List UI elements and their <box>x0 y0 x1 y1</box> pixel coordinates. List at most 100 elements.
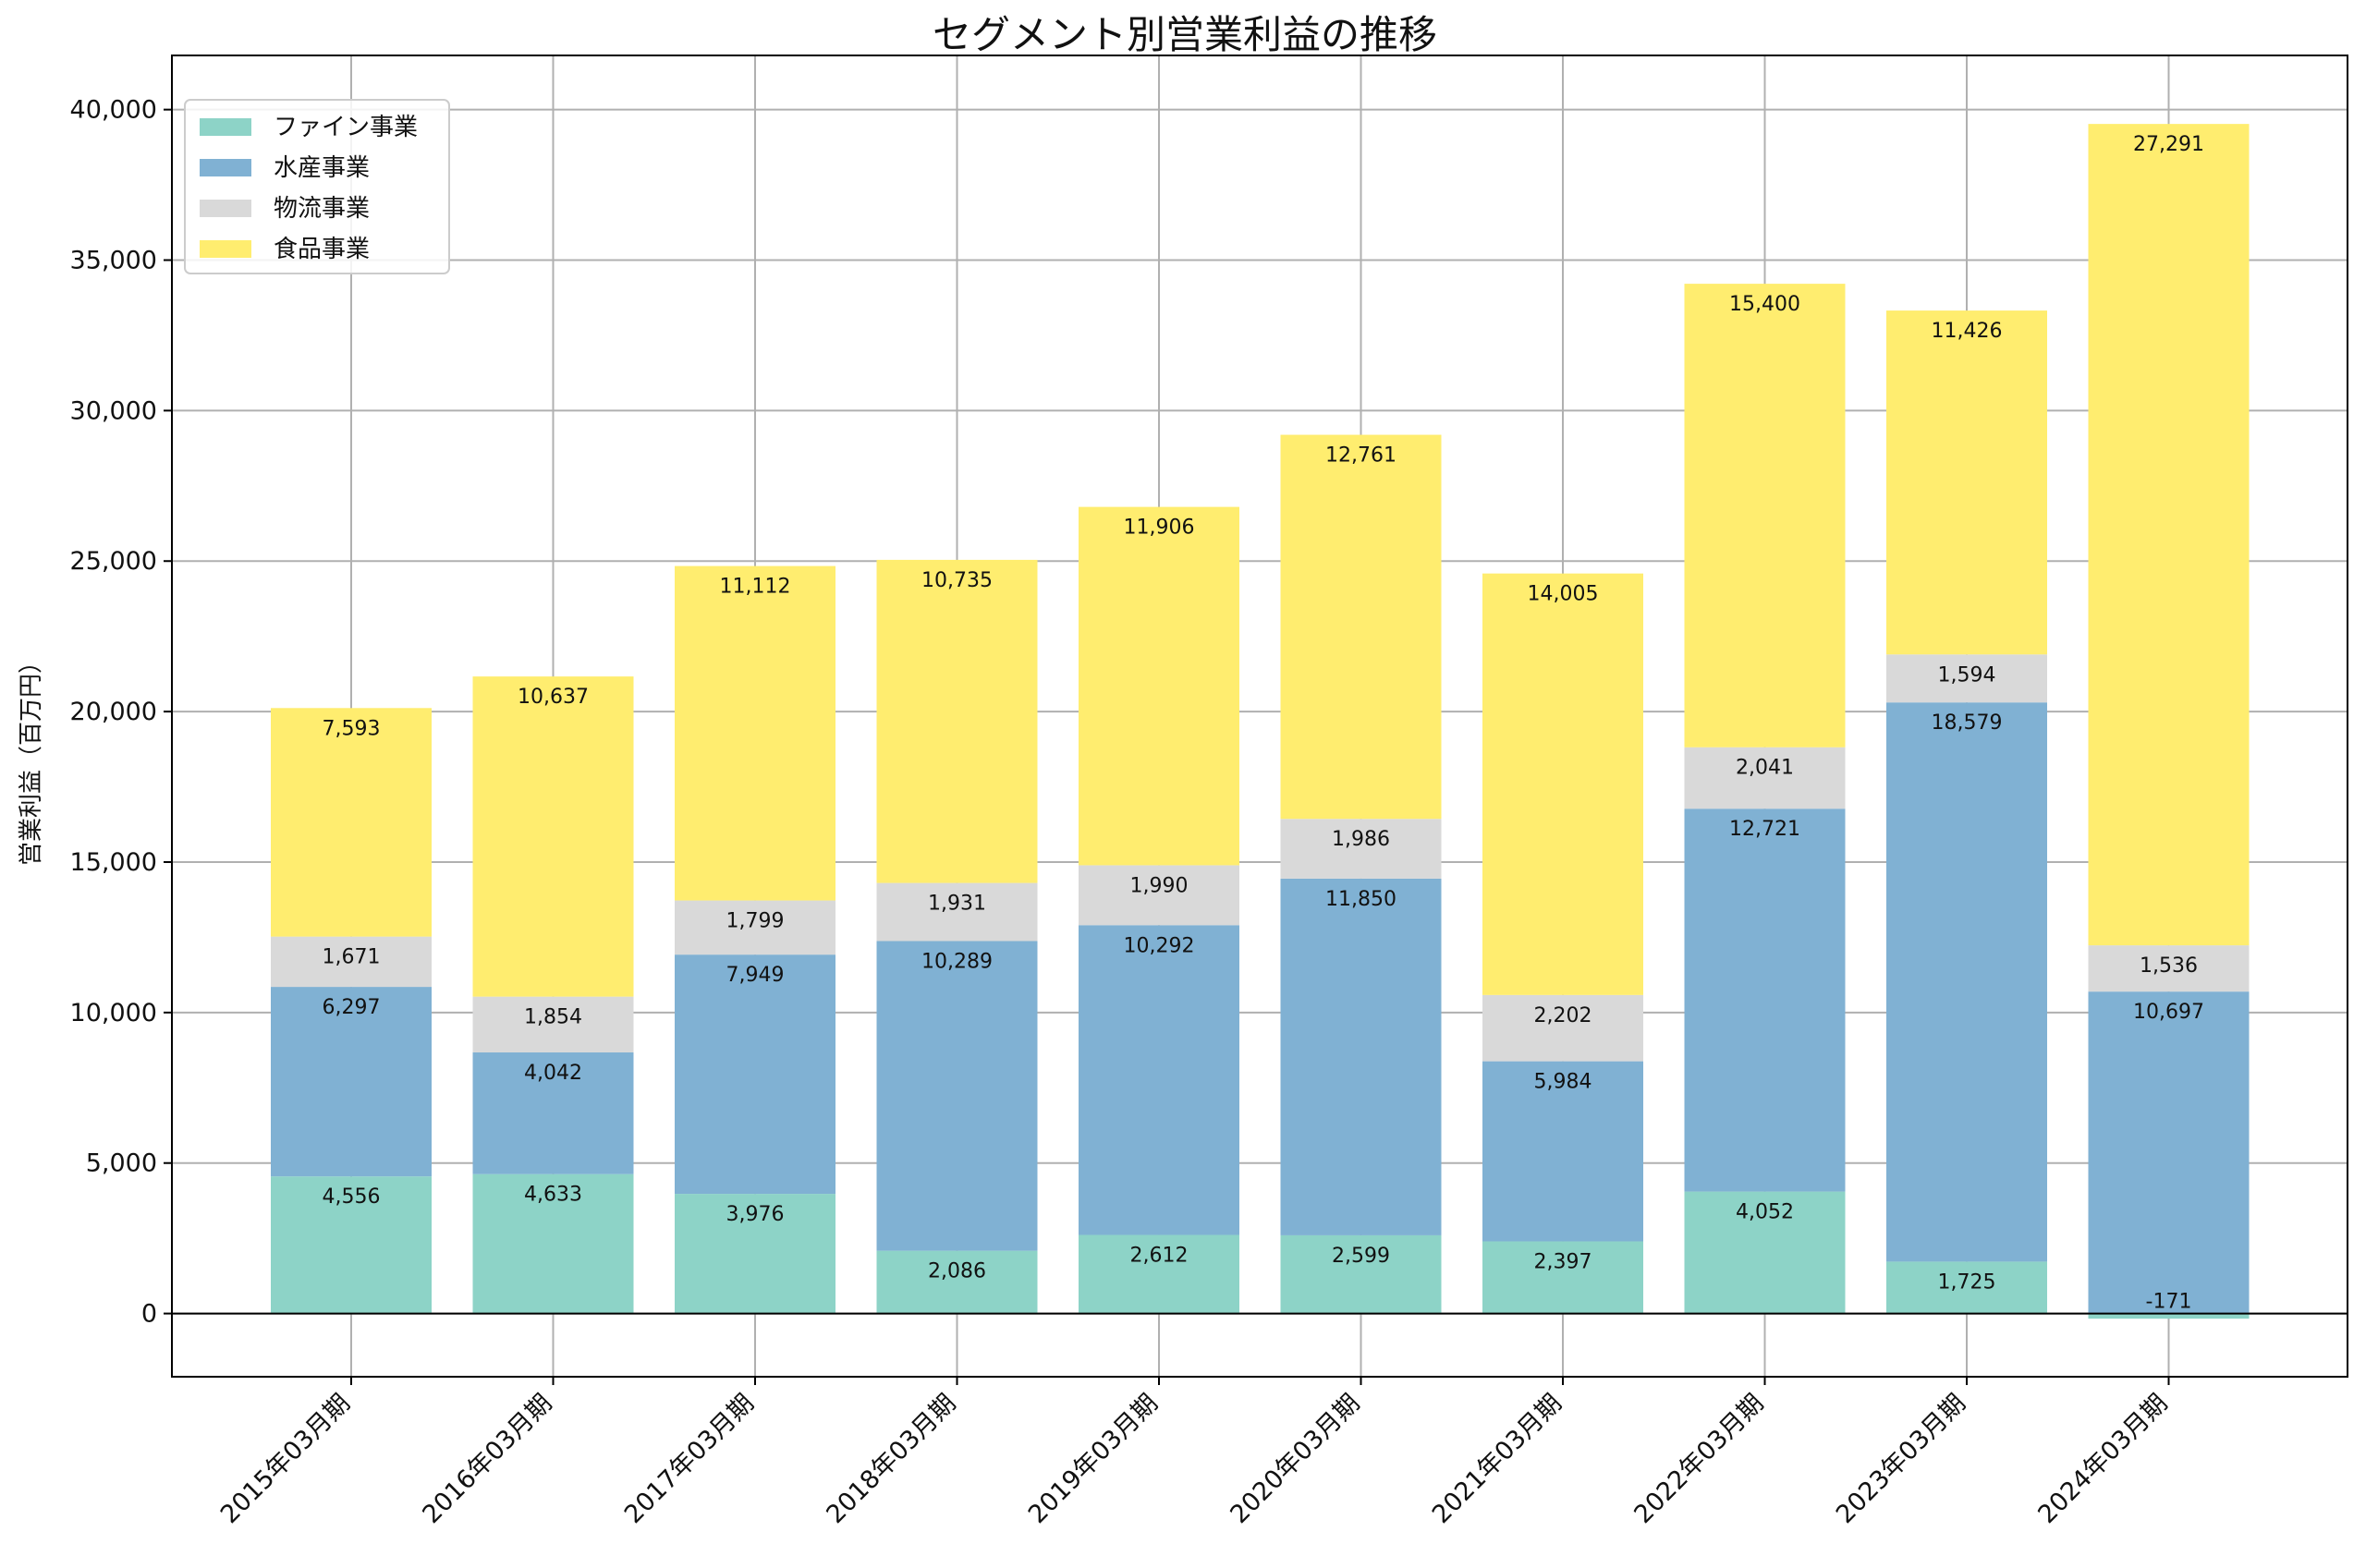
y-tick-label: 0 <box>141 1300 157 1329</box>
data-labels-layer: 4,556 6,297 1,671 7,593 4,633 4,042 1,854 10,63… <box>323 133 2204 1313</box>
bar-segment <box>2088 991 2250 1314</box>
x-tick-label: 2018年03月期 <box>821 1389 961 1529</box>
data-label: 4,042 <box>524 1062 582 1085</box>
bar-segment <box>1482 1241 1643 1314</box>
data-label: 2,086 <box>928 1260 986 1283</box>
bar-segment <box>876 1250 1038 1314</box>
bar-segment <box>1886 654 2047 703</box>
y-tick-label: 30,000 <box>70 396 157 425</box>
data-label: 1,990 <box>1130 874 1189 897</box>
bar-segment <box>1684 808 1846 1192</box>
bar-segment <box>1280 819 1442 879</box>
bar-segment <box>472 676 634 997</box>
bar-segment <box>271 936 432 988</box>
x-tick-label: 2024年03月期 <box>2032 1389 2173 1529</box>
legend-label: 食品事業 <box>274 236 370 263</box>
data-label: 10,292 <box>1124 934 1195 957</box>
bar-segment <box>675 954 835 1195</box>
data-label: 12,761 <box>1325 444 1396 468</box>
y-axis-label: 営業利益（百万円） <box>18 650 45 866</box>
bar-segment <box>876 559 1038 883</box>
data-label: 10,289 <box>921 950 993 973</box>
data-label: 1,536 <box>2140 954 2198 978</box>
bar-segment <box>1280 878 1442 1235</box>
data-label: 1,931 <box>928 893 986 916</box>
data-label: 11,426 <box>1932 320 2003 343</box>
data-label: 1,594 <box>1938 663 1996 687</box>
bar-segment <box>2088 945 2250 992</box>
data-label: 2,202 <box>1534 1004 1592 1027</box>
data-label: 10,697 <box>2133 1001 2204 1024</box>
bar-segment <box>1886 702 2047 1262</box>
data-label: 14,005 <box>1528 583 1599 606</box>
bar-segment <box>271 1176 432 1314</box>
bar-segment <box>675 900 835 955</box>
bar-segment <box>1886 310 2047 655</box>
data-label: 10,637 <box>518 686 589 709</box>
y-tick-label: 15,000 <box>70 848 157 877</box>
legend-swatch <box>200 240 251 258</box>
y-tick-label: 25,000 <box>70 547 157 576</box>
bar-segment <box>2088 124 2250 946</box>
data-label: 1,671 <box>323 946 381 969</box>
data-label: 11,112 <box>720 576 791 599</box>
bar-segment <box>1079 865 1239 926</box>
data-label: 1,725 <box>1938 1270 1996 1294</box>
data-label: 4,633 <box>524 1184 582 1207</box>
x-tick-label: 2021年03月期 <box>1427 1389 1567 1529</box>
bar-segment <box>2088 1313 2250 1319</box>
data-label: 3,976 <box>726 1203 785 1226</box>
bar-segment <box>1886 1261 2047 1314</box>
data-label: 1,986 <box>1332 828 1390 851</box>
x-tick-label: 2020年03月期 <box>1225 1389 1365 1529</box>
bar-segment <box>1079 925 1239 1235</box>
legend-swatch <box>200 200 251 217</box>
data-label: 7,949 <box>726 964 785 987</box>
data-label: 2,397 <box>1534 1251 1592 1274</box>
data-label: 2,612 <box>1130 1245 1189 1268</box>
bar-segment <box>876 941 1038 1251</box>
legend-box <box>184 99 450 274</box>
data-label: 2,599 <box>1332 1245 1390 1268</box>
legend-swatch <box>200 118 251 136</box>
data-label: 11,850 <box>1325 888 1396 911</box>
data-label: 18,579 <box>1932 711 2003 735</box>
data-label: 6,297 <box>323 996 381 1019</box>
bar-segment <box>1684 1191 1846 1314</box>
bar-segment <box>271 708 432 937</box>
legend-label: ファイン事業 <box>274 114 418 141</box>
data-label: 4,556 <box>323 1185 381 1209</box>
data-label: 1,799 <box>726 910 785 933</box>
data-label: 10,735 <box>921 569 993 592</box>
legend-label: 水産事業 <box>274 154 370 182</box>
bar-segment <box>1079 506 1239 866</box>
legend-swatch <box>200 159 251 176</box>
bar-segment <box>675 565 835 901</box>
bar-segment <box>271 987 432 1177</box>
data-label: 2,041 <box>1736 757 1794 780</box>
bar-segment <box>1079 1234 1239 1314</box>
data-label: 7,593 <box>323 717 381 740</box>
bar-segment <box>1684 284 1846 748</box>
y-tick-label: 20,000 <box>70 698 157 726</box>
data-label: 5,984 <box>1534 1071 1592 1094</box>
bar-segment <box>1280 1234 1442 1314</box>
x-tick-label: 2016年03月期 <box>417 1389 557 1529</box>
data-label: 12,721 <box>1729 818 1800 841</box>
data-label: 27,291 <box>2133 133 2204 156</box>
bar-segment <box>1482 1061 1643 1242</box>
bar-segment <box>1482 573 1643 995</box>
y-tick-label: 5,000 <box>86 1149 157 1178</box>
y-tick-label: 10,000 <box>70 999 157 1027</box>
chart-title: セグメント別営業利益の推移 <box>933 12 1437 57</box>
bar-segment <box>1280 434 1442 820</box>
y-tick-label: 35,000 <box>70 247 157 275</box>
plot-frame <box>171 55 2348 1378</box>
x-tick-label: 2023年03月期 <box>1831 1389 1971 1529</box>
data-label: 15,400 <box>1729 293 1800 316</box>
data-label: 11,906 <box>1124 517 1195 540</box>
x-tick-label: 2015年03月期 <box>215 1389 356 1529</box>
bar-segment <box>472 996 634 1053</box>
